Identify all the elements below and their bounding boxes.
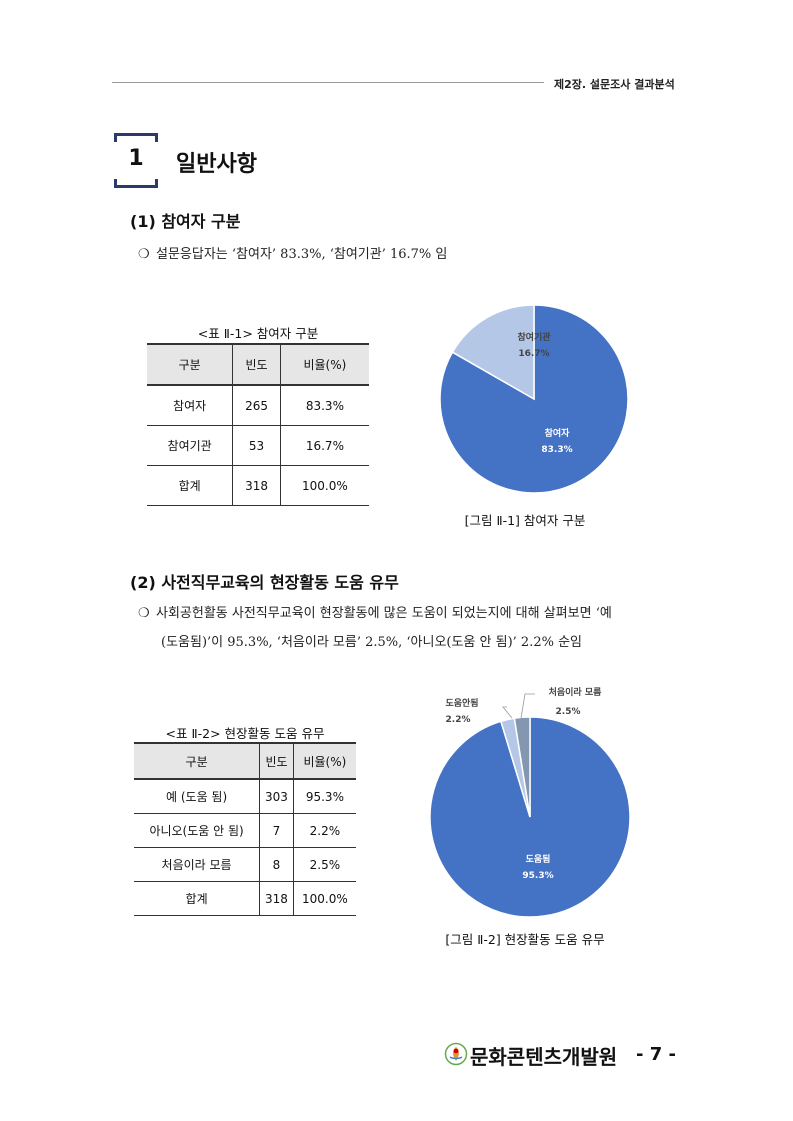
table-cell: 95.3% [292,779,356,814]
table-header-cell: 비율(%) [279,344,369,385]
pie-chart-field-help: 도움안됨 2.2% 처음이라 모름 2.5% 도움됨 95.3% [429,686,631,918]
org-logo-icon [444,1042,468,1066]
table-cell: 참여자 [173,399,207,413]
figure-caption-1: [그림 Ⅱ-1] 참여자 구분 [464,513,586,528]
chapter-header: 제2장. 설문조사 결과분석 [554,78,675,91]
table-cell: 318 [259,881,294,916]
table-cell: 7 [259,813,294,848]
table-cell: 예 (도움 됨) [166,790,228,804]
pie-label-value: 16.7% [518,349,549,359]
participants-table: 구분 빈도 비율(%) 참여자 265 83.3% 참여기관 53 16.7% … [147,343,369,506]
pie-label-category: 도움됨 [526,853,551,865]
pie-chart-participants: 참여기관 16.7% 참여자 83.3% [439,304,629,494]
section-number-frame [114,133,158,188]
pie-slice [513,716,531,818]
table-row: 합계 318 100.0% [147,465,369,506]
bullet-field-help-line1: ❍ 사회공헌활동 사전직무교육이 현장활동에 많은 도움이 되었는지에 대해 살펴… [138,602,612,621]
table-cell: 아니오(도움 안 됨) [149,824,244,838]
footer-organization: 문화콘텐츠개발원 [470,1045,618,1069]
subheading-participants: (1) 참여자 구분 [130,212,241,231]
table-row: 아니오(도움 안 됨) 7 2.2% [134,813,356,848]
bullet-field-help-line2: (도움됨)’이 95.3%, ‘처음이라 모름’ 2.5%, ‘아니오(도움 안… [161,635,582,650]
leader-line [520,693,535,719]
table-cell: 83.3% [279,385,369,426]
page-number: - 7 - [636,1044,676,1065]
bullet-circle-icon: ❍ [138,606,150,621]
subheading-field-help: (2) 사전직무교육의 현장활동 도움 유무 [130,573,399,592]
bullet-text: 설문응답자는 ‘참여자’ 83.3%, ‘참여기관’ 16.7% 임 [156,247,448,262]
table-cell: 53 [232,425,281,466]
table-row: 참여자 265 83.3% [147,385,369,426]
section-title: 일반사항 [176,152,257,177]
figure-caption-2: [그림 Ⅱ-2] 현장활동 도움 유무 [445,932,605,947]
pie-label-category: 도움안됨 [445,697,478,709]
table-cell: 합계 [178,479,201,493]
leader-line [502,706,513,719]
table-cell: 2.5% [292,847,356,882]
section-bracket-icon [114,133,158,188]
field-help-table: 구분 빈도 비율(%) 예 (도움 됨) 303 95.3% 아니오(도움 안 … [134,742,356,916]
table-header-cell: 구분 [147,344,233,385]
table-caption-2: <표 Ⅱ-2> 현장활동 도움 유무 [165,726,325,741]
pie-slice [451,304,535,401]
table-caption-1: <표 Ⅱ-1> 참여자 구분 [197,326,319,341]
table-cell: 265 [232,385,281,426]
pie-label-value: 95.3% [522,871,553,881]
table-header-row: 구분 빈도 비율(%) [147,344,369,385]
bullet-text: 사회공헌활동 사전직무교육이 현장활동에 많은 도움이 되었는지에 대해 살펴보… [156,606,612,621]
table-row: 참여기관 53 16.7% [147,425,369,466]
bullet-participants: ❍ 설문응답자는 ‘참여자’ 83.3%, ‘참여기관’ 16.7% 임 [138,243,447,262]
table-cell: 합계 [185,892,208,906]
pie-label-category: 처음이라 모름 [549,686,602,698]
bullet-circle-icon: ❍ [138,247,150,262]
table-header-cell: 빈도 [232,344,281,385]
table-header-cell: 비율(%) [292,743,356,779]
table-row: 처음이라 모름 8 2.5% [134,847,356,882]
table-row: 합계 318 100.0% [134,881,356,916]
header-rule [112,82,544,83]
table-cell: 100.0% [292,881,356,916]
table-cell: 2.2% [292,813,356,848]
table-cell: 8 [259,847,294,882]
pie-label-category: 참여자 [545,427,571,439]
table-header-cell: 빈도 [259,743,294,779]
table-cell: 16.7% [279,425,369,466]
table-cell: 처음이라 모름 [161,858,232,872]
table-cell: 318 [232,465,281,506]
pie-label-value: 83.3% [541,445,572,455]
pie-slice [439,304,629,494]
table-header-row: 구분 빈도 비율(%) [134,743,356,779]
section-number: 1 [128,146,144,171]
pie-label-value: 2.2% [446,715,471,725]
table-cell: 100.0% [279,465,369,506]
pie-label-value: 2.5% [556,707,581,717]
table-header-cell: 구분 [134,743,260,779]
table-row: 예 (도움 됨) 303 95.3% [134,779,356,814]
pie-label-category: 참여기관 [517,331,551,343]
table-cell: 303 [259,779,294,814]
table-cell: 참여기관 [167,439,212,453]
